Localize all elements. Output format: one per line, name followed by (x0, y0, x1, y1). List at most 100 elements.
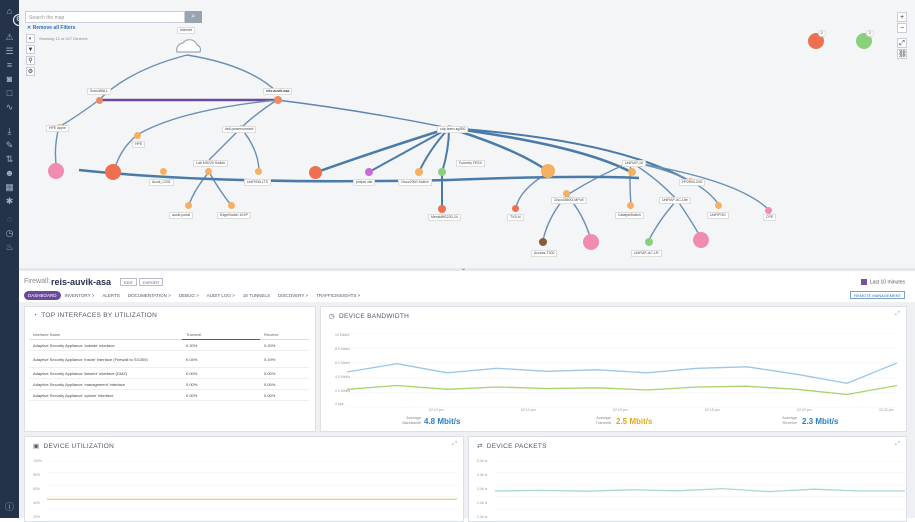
col-receive[interactable]: Receive (260, 329, 309, 340)
series-line-1[interactable] (347, 384, 897, 396)
calendar-icon[interactable]: ▦ (5, 182, 14, 192)
cisco-ws-node[interactable] (415, 168, 423, 176)
access-node[interactable] (539, 238, 547, 246)
series-line-0[interactable] (347, 362, 897, 384)
list-icon[interactable]: ≡ (6, 60, 13, 70)
help-icon[interactable]: ⓘ (4, 502, 14, 512)
download-icon[interactable]: ⤓ (7, 126, 12, 136)
lab-ms220-node[interactable] (205, 168, 212, 175)
packet-icon: ⇄ (477, 443, 483, 450)
cpe-node[interactable] (765, 207, 772, 214)
unifi-switch-node[interactable] (255, 168, 262, 175)
catalyst-label: CatalystSwitch (615, 212, 644, 219)
expand-icon[interactable]: ⤢ (895, 311, 900, 317)
col-interface-name[interactable]: Interface Name (29, 329, 182, 340)
transmit-value: 0.00% (182, 378, 260, 390)
panel-divider[interactable]: ⌄ (19, 266, 915, 272)
col-transmit[interactable]: Transmit (182, 329, 260, 340)
tab-documentation[interactable]: DOCUMENTATION > (127, 293, 171, 298)
table-row[interactable]: Adaptive Security Appliance 'labdmz' int… (29, 367, 309, 379)
series-line-0[interactable] (495, 487, 905, 493)
fire-node-1[interactable] (105, 164, 121, 180)
auvik-portal-node[interactable] (185, 202, 192, 209)
juniper-node[interactable] (365, 168, 373, 176)
fit-icon[interactable]: ⤢ (897, 38, 907, 48)
asa-node[interactable] (274, 96, 282, 104)
zoom-in-icon[interactable]: + (897, 12, 907, 22)
auvik-c201-node[interactable] (160, 168, 167, 175)
catalyst-node[interactable] (627, 202, 634, 209)
alert-icon[interactable]: ⚠ (5, 32, 14, 42)
fire-node-2[interactable] (309, 166, 322, 179)
table-row[interactable]: Adaptive Security Appliance 'cplane' int… (29, 389, 309, 401)
asa-label: reis-auvik-asa (263, 88, 293, 95)
network-icon[interactable]: ☰ (5, 46, 14, 56)
y-tick: 100% (33, 459, 42, 463)
tab-debug[interactable]: DEBUG > (178, 293, 199, 298)
cisco3560-node[interactable] (563, 190, 570, 197)
table-row[interactable]: Adaptive Security Appliance 'inside' int… (29, 350, 309, 368)
tab-discovery[interactable]: DISCOVERY > (277, 293, 309, 298)
y-tick: 2.0k /s (477, 501, 488, 505)
chat-icon[interactable]: ◌ (6, 214, 13, 224)
users-icon[interactable]: ☻ (4, 168, 15, 178)
alert-bubble-green[interactable] (856, 33, 872, 49)
hp-ap-node[interactable] (134, 132, 141, 139)
unifiap-label: UniFiAP-16 (622, 160, 646, 167)
collapse-icon[interactable]: ⌄ (461, 266, 467, 272)
settings-icon[interactable]: ✱ (5, 196, 14, 206)
transmit-value: 0.04% (182, 350, 260, 368)
link-icon[interactable]: ⛓ (897, 49, 907, 59)
interface-name: Adaptive Security Appliance 'management'… (29, 378, 182, 390)
network-map[interactable]: Search the map ⌕ ✕ Remove all Filters ◐ … (19, 0, 915, 268)
edge-switch-node[interactable] (228, 202, 235, 209)
zoom-out-icon[interactable]: − (897, 23, 907, 33)
tvs-node[interactable] (512, 205, 519, 212)
wifi-node-3[interactable] (693, 232, 709, 248)
time-range-selector[interactable]: Last 10 minutes (860, 279, 905, 285)
chart-icon[interactable]: ∿ (5, 102, 14, 112)
tab-alerts[interactable]: ALERTS (102, 293, 120, 298)
tool-icon[interactable]: ✎ (5, 140, 14, 150)
utilization-chart[interactable] (47, 461, 457, 521)
packets-chart[interactable] (495, 461, 905, 521)
map-search-input[interactable]: Search the map (25, 11, 185, 23)
home-icon[interactable]: ⌂ (6, 6, 13, 16)
layers-icon[interactable]: ◐ (26, 34, 35, 43)
foundry-node[interactable] (438, 168, 446, 176)
table-row[interactable]: Adaptive Security Appliance 'outside' in… (29, 339, 309, 351)
meraki-node[interactable] (541, 164, 555, 178)
tab-inventory[interactable]: INVENTORY > (64, 293, 95, 298)
search-icon[interactable]: ⌕ (185, 11, 202, 23)
expand-icon[interactable]: ⤢ (452, 441, 457, 447)
edit-button[interactable]: EDIT (120, 278, 138, 286)
remote-management-button[interactable]: REMOTE MANAGEMENT (850, 291, 905, 299)
bandwidth-chart[interactable] (347, 333, 897, 408)
clock-icon[interactable]: ◷ (5, 228, 14, 238)
pin-icon[interactable]: ⚲ (26, 56, 35, 65)
filter-icon[interactable]: ▼ (26, 45, 35, 54)
settings-gear-icon[interactable]: ⚙ (26, 67, 35, 76)
fire-icon[interactable]: ♨ (5, 242, 14, 252)
tab-audit-log[interactable]: AUDIT LOG > (206, 293, 235, 298)
unifi-lr-node[interactable] (645, 238, 653, 246)
hpe-2800-node[interactable] (438, 205, 446, 213)
tab-dashboard[interactable]: DASHBOARD (24, 291, 61, 300)
export-button[interactable]: EXPORT (139, 278, 164, 286)
alert-bubble-red[interactable] (808, 33, 824, 49)
cisco-ws-label: Cisco2900 Switch (398, 179, 432, 186)
tab-trafficinsights[interactable]: TRAFFICINSIGHTS > (316, 293, 361, 298)
doc-icon[interactable]: □ (6, 88, 13, 98)
expand-icon[interactable]: ⤢ (895, 441, 900, 447)
wifi-node-2[interactable] (583, 234, 599, 250)
remove-filters-link[interactable]: ✕ Remove all Filters (27, 25, 76, 31)
y-tick: 10 Mbit/s (335, 333, 350, 337)
flow-icon[interactable]: ⇅ (5, 154, 14, 164)
unifi-pod-node[interactable] (715, 202, 722, 209)
device-icon[interactable]: ◙ (6, 74, 13, 84)
table-row[interactable]: Adaptive Security Appliance 'management'… (29, 378, 309, 390)
tab-tunnels[interactable]: 18 TUNNELS (242, 293, 270, 298)
unifiap-node[interactable] (628, 168, 636, 176)
sonicwall-node[interactable] (96, 97, 103, 104)
wifi-node-1[interactable] (48, 163, 64, 179)
